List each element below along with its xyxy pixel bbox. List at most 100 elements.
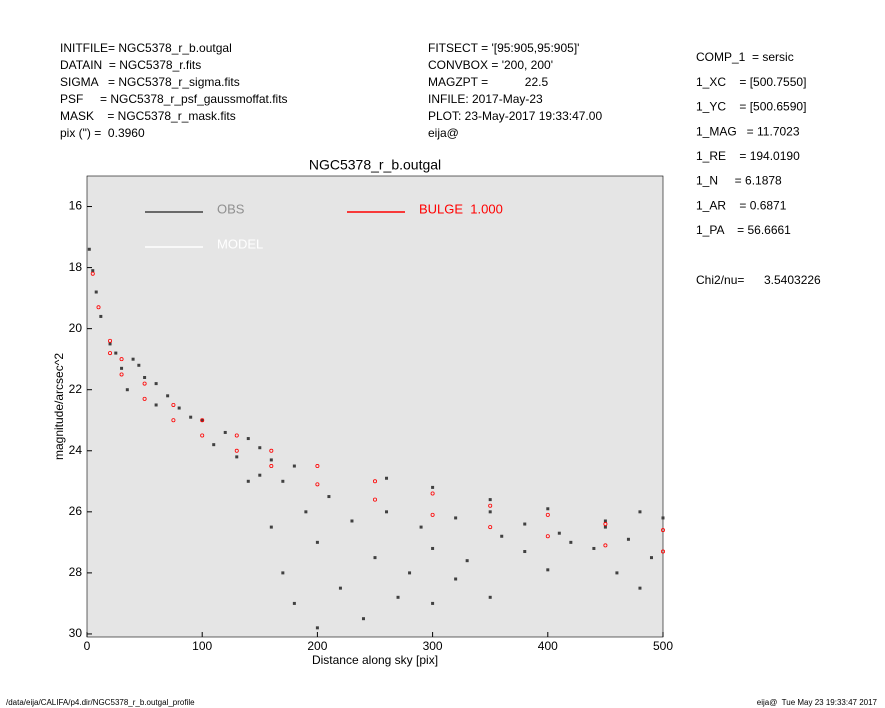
y-tick-label: 18 (69, 260, 83, 274)
obs-point (235, 455, 239, 459)
obs-point (500, 534, 504, 538)
obs-point (327, 495, 331, 499)
header-line: FITSECT = '[95:905,95:905]' (428, 41, 579, 55)
obs-point (258, 473, 262, 477)
model-point (269, 464, 274, 469)
y-tick-label: 24 (69, 443, 83, 457)
x-tick-label: 500 (653, 639, 673, 653)
x-tick-label: 0 (84, 639, 91, 653)
param-line: 1_MAG = 11.7023 (696, 124, 800, 138)
obs-point (154, 382, 158, 386)
obs-point (431, 546, 435, 550)
obs-point (91, 269, 95, 273)
obs-point (338, 586, 342, 590)
model-point (171, 402, 176, 407)
model-point (545, 534, 550, 539)
model-point (430, 491, 435, 496)
header-line: pix (") = 0.3960 (60, 126, 145, 140)
model-point (234, 433, 239, 438)
obs-point (177, 406, 181, 410)
obs-point (304, 510, 308, 514)
model-point (315, 464, 320, 469)
param-line: 1_YC = [500.6590] (696, 100, 806, 114)
param-line: 1_RE = 194.0190 (696, 149, 800, 163)
obs-point (125, 388, 129, 392)
obs-point (419, 525, 423, 529)
model-point (430, 512, 435, 517)
header-line: eija@ (428, 126, 459, 140)
param-line: 1_N = 6.1878 (696, 174, 782, 188)
obs-point (454, 577, 458, 581)
obs-point (114, 351, 118, 355)
model-point (108, 338, 113, 343)
obs-point (546, 568, 550, 572)
obs-point (189, 415, 193, 419)
model-point (200, 433, 205, 438)
x-axis-label: Distance along sky [pix] (312, 653, 438, 667)
obs-point (626, 537, 630, 541)
obs-point (488, 595, 492, 599)
chart-title: NGC5378_r_b.outgal (309, 157, 441, 173)
obs-point (200, 418, 204, 422)
chi2-label: Chi2/nu= (696, 273, 744, 287)
header-line: PSF = NGC5378_r_psf_gaussmoffat.fits (60, 92, 288, 106)
obs-point (638, 510, 642, 514)
x-tick-label: 100 (192, 639, 212, 653)
param-line: 1_XC = [500.7550] (696, 75, 806, 89)
obs-point (661, 516, 665, 520)
y-tick-label: 16 (69, 199, 83, 213)
obs-point (523, 522, 527, 526)
header-line: MAGZPT = 22.5 (428, 75, 548, 89)
obs-point (315, 540, 319, 544)
obs-point (131, 357, 135, 361)
obs-point (385, 510, 389, 514)
header-line: INITFILE= NGC5378_r_b.outgal (60, 41, 232, 55)
obs-point (385, 476, 389, 480)
model-point (234, 448, 239, 453)
obs-point (281, 571, 285, 575)
plot-area (86, 175, 664, 638)
obs-point (246, 479, 250, 483)
header-line: PLOT: 23-May-2017 19:33:47.00 (428, 109, 602, 123)
y-tick-label: 26 (69, 504, 83, 518)
model-point (603, 543, 608, 548)
obs-point (523, 550, 527, 554)
legend-label: BULGE 1.000 (419, 201, 503, 216)
obs-point (108, 342, 112, 346)
obs-point (546, 507, 550, 511)
model-point (545, 512, 550, 517)
x-tick-label: 200 (307, 639, 327, 653)
obs-point (454, 516, 458, 520)
obs-point (615, 571, 619, 575)
header-line: SIGMA = NGC5378_r_sigma.fits (60, 75, 240, 89)
y-axis-label: magnitude/arcsec^2 (52, 353, 66, 460)
model-point (269, 448, 274, 453)
obs-point (431, 601, 435, 605)
obs-point (94, 290, 98, 294)
obs-point (361, 617, 365, 621)
obs-point (212, 443, 216, 447)
legend-label: OBS (217, 201, 245, 216)
obs-point (292, 601, 296, 605)
obs-point (465, 559, 469, 563)
model-point (200, 418, 205, 423)
obs-point (569, 540, 573, 544)
y-tick-label: 20 (69, 321, 83, 335)
model-point (171, 418, 176, 423)
x-tick-label: 300 (423, 639, 443, 653)
obs-point (350, 519, 354, 523)
model-point (372, 497, 377, 502)
obs-point (99, 314, 103, 318)
model-point (661, 549, 666, 554)
header-line: CONVBOX = '200, 200' (428, 58, 553, 72)
model-point (488, 503, 493, 508)
obs-point (143, 375, 147, 379)
model-point (315, 482, 320, 487)
obs-point (649, 556, 653, 560)
obs-point (120, 366, 124, 370)
header-line: MASK = NGC5378_r_mask.fits (60, 109, 236, 123)
model-point (142, 396, 147, 401)
obs-point (269, 458, 273, 462)
obs-point (258, 446, 262, 450)
